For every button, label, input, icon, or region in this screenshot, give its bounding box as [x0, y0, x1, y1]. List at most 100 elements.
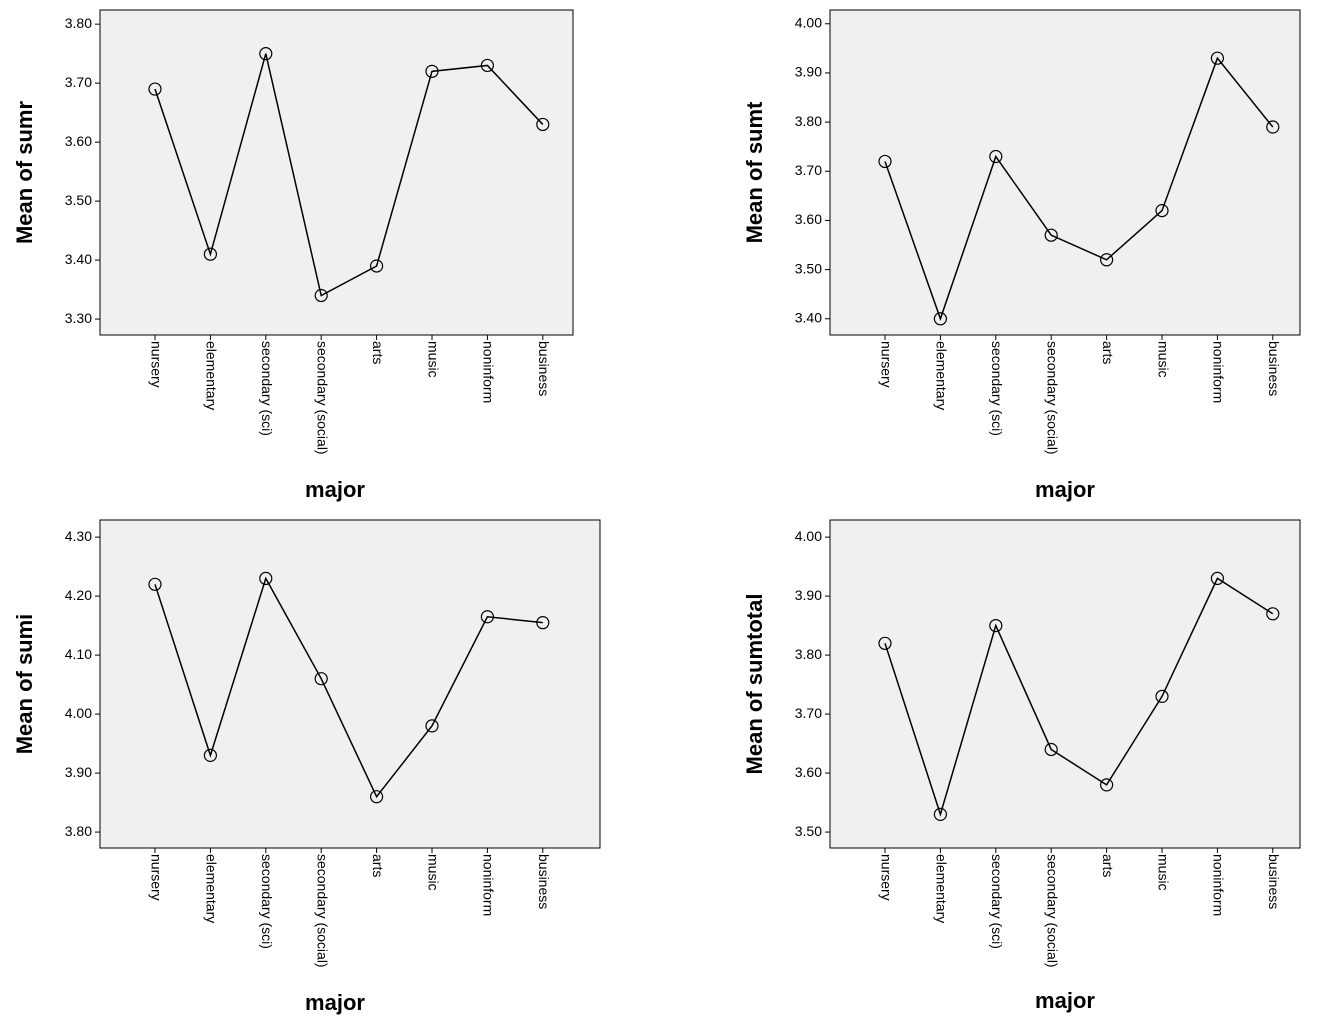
line: [884, 577, 1274, 817]
x-tick-label: secondary (sci): [989, 341, 1005, 436]
y-tick-label: 4.00: [65, 705, 92, 721]
point: [259, 571, 273, 586]
x-tick-label: music: [425, 854, 441, 891]
x-tick-label: arts: [370, 854, 386, 877]
point: [148, 82, 162, 96]
x-tick-label: secondary (sci): [989, 854, 1005, 949]
y-tick-label: 3.50: [795, 823, 822, 839]
point: [1099, 253, 1114, 267]
x-tick-label: secondary (social): [314, 854, 330, 968]
line: [154, 576, 543, 799]
x-tick-label: music: [425, 341, 441, 378]
y-tick-label: 3.40: [65, 251, 92, 267]
point: [536, 117, 550, 132]
point: [989, 618, 1003, 633]
x-tick-label: nursery: [878, 854, 894, 901]
x-tick-label: arts: [370, 341, 386, 364]
point: [425, 64, 439, 78]
point: [1155, 689, 1169, 703]
point: [1266, 607, 1280, 621]
y-tick-label: 3.30: [65, 310, 92, 326]
x-tick-label: business: [1266, 854, 1282, 909]
x-tick-label: noninform: [481, 854, 497, 916]
plot-area: [829, 519, 1301, 849]
plot-area: [829, 9, 1301, 336]
plot-area: [99, 519, 601, 849]
y-axis-title: Mean of sumtotal: [742, 594, 767, 775]
y-tick-label: 3.70: [65, 74, 92, 90]
plot-area: [99, 9, 574, 336]
x-tick-label: business: [1266, 341, 1282, 396]
point: [148, 577, 162, 591]
x-tick-label: noninform: [1211, 341, 1227, 403]
x-axis-title: major: [305, 477, 365, 502]
point: [933, 807, 948, 821]
x-tick-label: arts: [1100, 341, 1116, 364]
point: [370, 259, 384, 273]
x-tick-label: elementary: [934, 341, 950, 410]
point: [878, 636, 892, 650]
x-tick-label: elementary: [204, 854, 220, 923]
point: [370, 790, 384, 804]
y-tick-label: 3.80: [65, 15, 92, 31]
point: [1210, 51, 1225, 65]
y-axis-title: Mean of sumr: [12, 101, 37, 244]
y-tick-label: 4.10: [65, 646, 92, 662]
line: [154, 53, 544, 297]
y-tick-label: 4.20: [65, 587, 92, 603]
y-axis-title: Mean of sumt: [742, 101, 767, 243]
x-axis-title: major: [1035, 988, 1095, 1013]
point: [989, 149, 1003, 164]
point: [1099, 778, 1114, 792]
x-tick-label: secondary (social): [1044, 341, 1060, 455]
point: [878, 154, 892, 169]
point: [1044, 742, 1058, 757]
y-tick-label: 3.70: [795, 162, 822, 178]
y-tick-label: 3.80: [795, 113, 822, 129]
x-tick-label: noninform: [1211, 854, 1227, 916]
point: [480, 610, 494, 624]
x-tick-label: nursery: [148, 341, 164, 388]
point: [425, 719, 439, 733]
y-tick-label: 3.80: [795, 646, 822, 662]
y-tick-label: 3.40: [795, 309, 822, 325]
y-tick-label: 4.00: [795, 528, 822, 544]
y-tick-label: 3.90: [65, 764, 92, 780]
point: [314, 288, 328, 303]
x-tick-label: nursery: [878, 341, 894, 388]
point: [1266, 120, 1280, 134]
x-tick-label: secondary (sci): [259, 854, 275, 949]
x-axis-title: major: [305, 990, 365, 1015]
x-tick-label: arts: [1100, 854, 1116, 877]
y-tick-label: 3.90: [795, 64, 822, 80]
y-tick-label: 3.60: [65, 133, 92, 149]
y-tick-label: 3.70: [795, 705, 822, 721]
x-tick-label: nursery: [148, 854, 164, 901]
point: [259, 47, 273, 61]
point: [1044, 228, 1058, 242]
x-tick-label: music: [1155, 854, 1171, 891]
x-tick-label: secondary (sci): [259, 341, 275, 436]
x-tick-label: secondary (social): [314, 341, 330, 455]
x-tick-label: noninform: [481, 341, 497, 403]
x-tick-label: business: [536, 854, 552, 909]
point: [1155, 204, 1169, 218]
line: [884, 56, 1274, 322]
y-tick-label: 3.90: [795, 587, 822, 603]
x-tick-label: business: [536, 341, 552, 396]
point: [1210, 571, 1225, 586]
y-tick-label: 3.60: [795, 211, 822, 227]
point: [314, 672, 328, 686]
point: [203, 247, 217, 261]
x-tick-label: elementary: [934, 854, 950, 923]
point: [203, 748, 217, 762]
y-tick-label: 3.80: [65, 823, 92, 839]
y-tick-label: 3.50: [795, 260, 822, 276]
y-tick-label: 4.00: [795, 14, 822, 30]
y-tick-label: 3.50: [65, 192, 92, 208]
point: [480, 58, 494, 73]
y-tick-label: 4.30: [65, 528, 92, 544]
y-tick-label: 3.60: [795, 764, 822, 780]
